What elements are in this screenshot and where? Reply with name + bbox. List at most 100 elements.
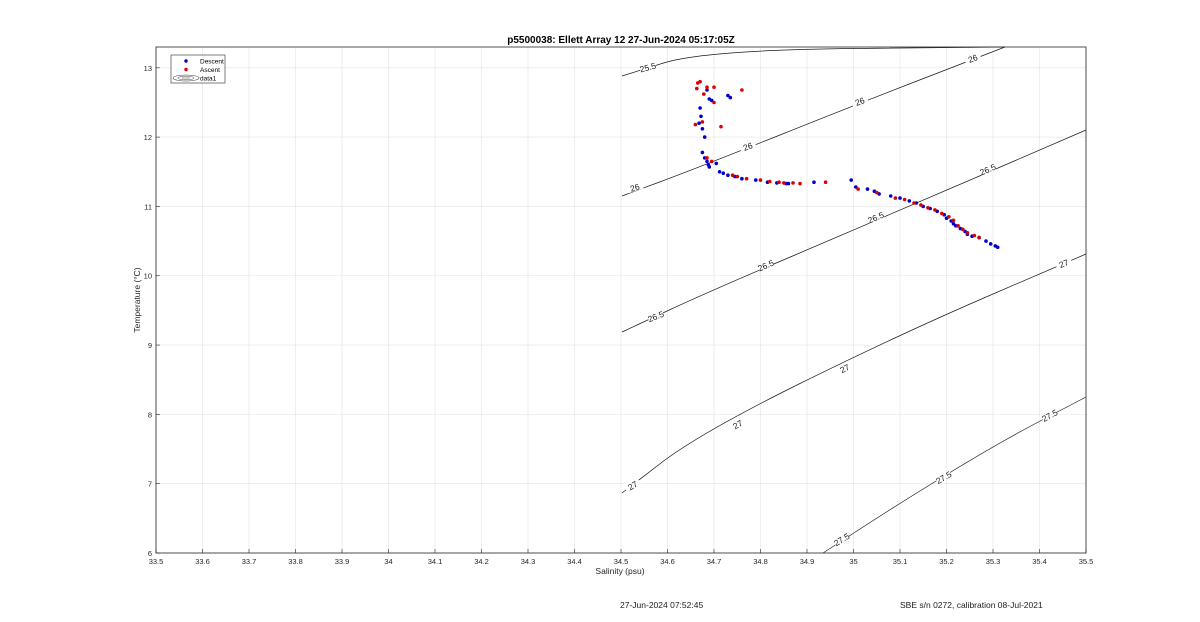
point-ascent bbox=[705, 85, 709, 89]
point-descent bbox=[717, 170, 722, 174]
data-points bbox=[693, 79, 1000, 250]
point-ascent bbox=[709, 159, 714, 164]
x-tick-label: 35.1 bbox=[893, 557, 908, 566]
legend-ascent-label: Ascent bbox=[200, 67, 220, 74]
point-descent bbox=[705, 159, 709, 164]
point-descent bbox=[812, 180, 816, 184]
contour-label-bg bbox=[835, 359, 854, 376]
x-tick-label: 34.8 bbox=[753, 557, 768, 566]
point-ascent bbox=[744, 176, 749, 181]
x-tick-label: 34.4 bbox=[567, 557, 582, 566]
point-ascent bbox=[798, 181, 802, 186]
legend-ascent-marker bbox=[184, 67, 188, 72]
x-tick-label: 33.6 bbox=[195, 557, 210, 566]
point-descent bbox=[854, 185, 858, 189]
y-tick-label: 12 bbox=[144, 133, 152, 142]
contour-label: 26 bbox=[967, 52, 980, 65]
point-descent bbox=[888, 194, 893, 198]
point-ascent bbox=[912, 201, 916, 205]
point-ascent bbox=[693, 122, 698, 127]
contour-label-bg bbox=[728, 415, 747, 432]
y-tick-label: 11 bbox=[144, 202, 152, 211]
x-tick-label: 34.1 bbox=[428, 557, 443, 566]
point-ascent bbox=[719, 124, 723, 129]
legend-descent-label: Descent bbox=[200, 59, 224, 66]
point-ascent bbox=[893, 196, 898, 200]
point-descent bbox=[740, 176, 744, 181]
point-descent bbox=[709, 98, 714, 103]
point-ascent bbox=[702, 92, 706, 96]
contour-label-bg bbox=[832, 530, 851, 547]
point-ascent bbox=[874, 190, 879, 195]
contour-label-bg bbox=[978, 161, 997, 176]
contour-label-bg bbox=[1040, 406, 1059, 423]
point-descent bbox=[698, 106, 702, 110]
legend-box bbox=[170, 54, 226, 84]
point-descent bbox=[988, 242, 993, 246]
contour-label: 26 bbox=[629, 181, 641, 194]
contour-line-27 bbox=[621, 253, 1087, 494]
x-axis-label: Salinity (psu) bbox=[595, 566, 644, 576]
contour-label: 27 bbox=[731, 418, 744, 432]
point-descent bbox=[786, 181, 791, 186]
x-tick-label: 35 bbox=[849, 557, 857, 566]
point-descent bbox=[907, 199, 912, 203]
contour-label-bg bbox=[1054, 255, 1073, 270]
contour-label-bg bbox=[850, 93, 869, 108]
point-descent bbox=[705, 88, 709, 92]
x-tick-label: 33.8 bbox=[288, 557, 303, 566]
x-tick-label: 34.7 bbox=[707, 557, 722, 566]
y-axis-ticks: 6 7 8 9 10 11 12 13 bbox=[144, 64, 160, 558]
contour-label-bg bbox=[934, 468, 953, 485]
x-tick-label: 34.6 bbox=[660, 557, 675, 566]
point-ascent bbox=[695, 86, 699, 91]
point-ascent bbox=[933, 208, 937, 212]
contour-label-bg bbox=[866, 209, 885, 224]
point-ascent bbox=[768, 179, 772, 184]
point-ascent bbox=[947, 215, 951, 219]
point-ascent bbox=[972, 233, 977, 238]
point-descent bbox=[700, 150, 705, 155]
x-tick-label: 35.2 bbox=[939, 557, 954, 566]
x-axis-ticks: 33.5 33.6 33.7 33.8 33.9 34 34.1 34.2 34.3 34.4 34… bbox=[149, 549, 1094, 566]
point-descent bbox=[728, 95, 733, 100]
y-axis-label: Temperature (°C) bbox=[132, 267, 142, 332]
point-descent bbox=[726, 93, 730, 98]
x-tick-label: 35.5 bbox=[1079, 557, 1094, 566]
contour-label-bg bbox=[623, 476, 642, 493]
contour-label: 26 bbox=[854, 95, 867, 108]
point-descent bbox=[714, 161, 719, 166]
grid bbox=[155, 47, 1087, 554]
x-tick-label: 35.3 bbox=[986, 557, 1001, 566]
contour-label: 26 bbox=[742, 140, 755, 153]
point-ascent bbox=[740, 88, 744, 92]
y-tick-label: 10 bbox=[144, 272, 152, 281]
point-ascent bbox=[700, 120, 705, 124]
y-tick-label: 9 bbox=[148, 341, 152, 350]
point-ascent bbox=[961, 227, 965, 232]
contour-label-bg bbox=[646, 308, 665, 323]
point-ascent bbox=[977, 235, 981, 240]
x-tick-label: 34.5 bbox=[614, 557, 629, 566]
y-tick-label: 6 bbox=[148, 549, 152, 558]
x-tick-label: 35.4 bbox=[1032, 557, 1047, 566]
x-tick-label: 34.3 bbox=[521, 557, 536, 566]
point-descent bbox=[699, 114, 703, 119]
point-ascent bbox=[698, 79, 702, 84]
point-ascent bbox=[758, 178, 763, 182]
point-ascent bbox=[782, 181, 786, 185]
point-descent bbox=[898, 196, 902, 200]
point-descent bbox=[754, 178, 758, 182]
point-ascent bbox=[712, 85, 716, 89]
contour-label-bg bbox=[756, 257, 775, 272]
x-tick-label: 33.7 bbox=[242, 557, 257, 566]
x-tick-label: 34 bbox=[384, 557, 392, 566]
contour-label: 25.5 bbox=[639, 60, 658, 74]
point-descent bbox=[726, 173, 730, 177]
x-tick-label: 34.2 bbox=[474, 557, 489, 566]
point-descent bbox=[849, 178, 853, 182]
x-tick-label: 33.5 bbox=[149, 557, 164, 566]
legend[interactable]: Descent Ascent data1 bbox=[170, 54, 226, 84]
chart-title: p5500038: Ellett Array 12 27-Jun-2024 05… bbox=[507, 35, 735, 46]
